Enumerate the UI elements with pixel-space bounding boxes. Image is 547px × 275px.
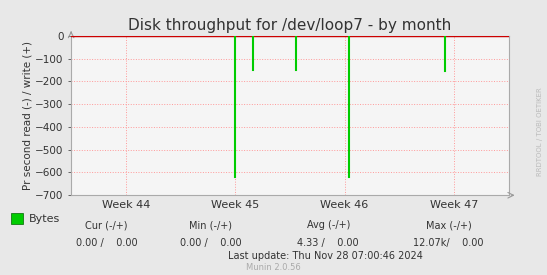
Y-axis label: Pr second read (-) / write (+): Pr second read (-) / write (+) [22, 41, 32, 190]
Text: Avg (-/+): Avg (-/+) [306, 220, 350, 230]
Text: RRDTOOL / TOBI OETIKER: RRDTOOL / TOBI OETIKER [537, 88, 543, 176]
Text: Last update: Thu Nov 28 07:00:46 2024: Last update: Thu Nov 28 07:00:46 2024 [228, 251, 423, 261]
Text: 0.00 /    0.00: 0.00 / 0.00 [76, 238, 137, 248]
Text: 4.33 /    0.00: 4.33 / 0.00 [298, 238, 359, 248]
Text: 0.00 /    0.00: 0.00 / 0.00 [180, 238, 241, 248]
Text: Bytes: Bytes [28, 214, 60, 224]
Text: 12.07k/    0.00: 12.07k/ 0.00 [414, 238, 484, 248]
Text: Munin 2.0.56: Munin 2.0.56 [246, 263, 301, 272]
Text: Cur (-/+): Cur (-/+) [85, 220, 128, 230]
Text: Min (-/+): Min (-/+) [189, 220, 232, 230]
Bar [11, 213, 23, 224]
Title: Disk throughput for /dev/loop7 - by month: Disk throughput for /dev/loop7 - by mont… [129, 18, 451, 33]
Text: Max (-/+): Max (-/+) [426, 220, 472, 230]
